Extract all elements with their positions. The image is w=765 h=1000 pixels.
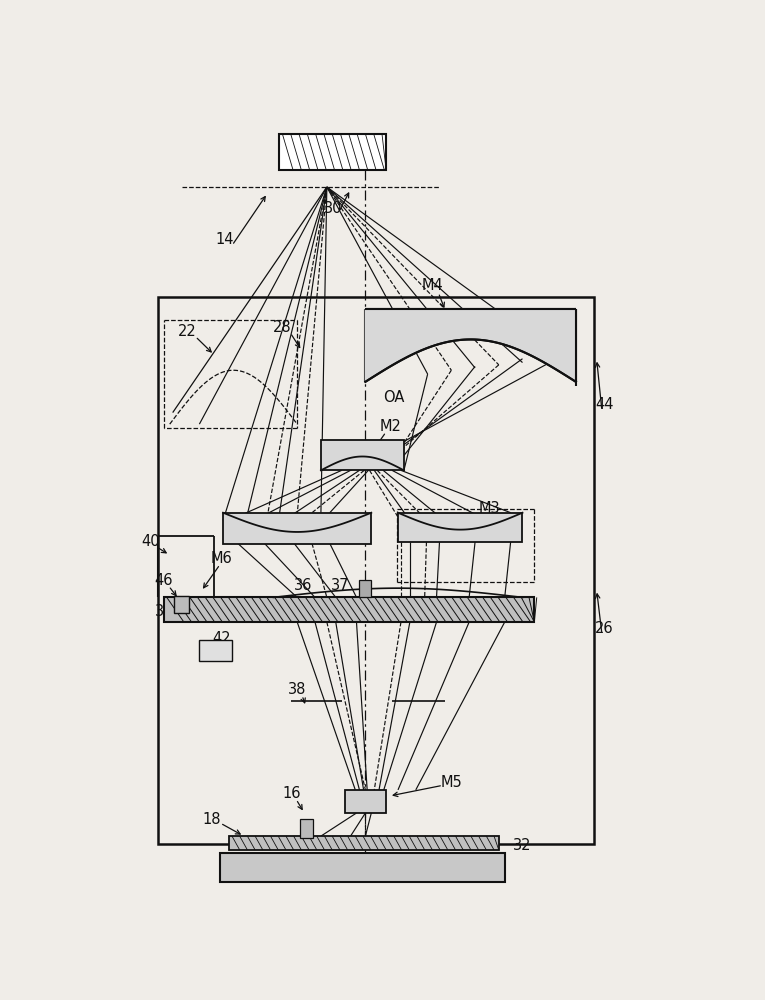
Text: 28: 28 <box>273 320 291 335</box>
Text: 30: 30 <box>324 201 342 216</box>
Text: 37: 37 <box>330 578 349 593</box>
Text: M6: M6 <box>211 551 233 566</box>
Text: 14: 14 <box>215 232 233 247</box>
Text: 32: 32 <box>513 838 532 853</box>
FancyBboxPatch shape <box>164 597 534 622</box>
Text: 34: 34 <box>155 604 173 619</box>
Text: 42: 42 <box>213 631 231 646</box>
FancyBboxPatch shape <box>398 513 522 542</box>
Polygon shape <box>366 309 576 382</box>
Text: 18: 18 <box>202 812 220 827</box>
Text: 16: 16 <box>282 786 301 801</box>
Text: 36: 36 <box>294 578 312 593</box>
FancyBboxPatch shape <box>220 853 505 882</box>
Text: 46: 46 <box>155 573 173 588</box>
Text: 26: 26 <box>595 621 614 636</box>
Text: 22: 22 <box>178 324 197 339</box>
FancyBboxPatch shape <box>229 836 499 850</box>
FancyBboxPatch shape <box>344 790 386 813</box>
FancyBboxPatch shape <box>321 440 404 470</box>
Text: 38: 38 <box>288 682 307 697</box>
FancyBboxPatch shape <box>300 819 313 838</box>
Text: 40: 40 <box>141 534 159 549</box>
Text: M4: M4 <box>422 278 443 293</box>
FancyBboxPatch shape <box>360 580 371 597</box>
Text: OA: OA <box>383 390 405 405</box>
Text: M5: M5 <box>441 775 462 790</box>
Text: M1: M1 <box>254 521 275 536</box>
Text: 44: 44 <box>595 397 614 412</box>
FancyBboxPatch shape <box>200 640 232 661</box>
FancyBboxPatch shape <box>174 596 189 613</box>
Text: M3: M3 <box>479 501 501 516</box>
FancyBboxPatch shape <box>223 513 371 544</box>
FancyBboxPatch shape <box>279 134 386 170</box>
Text: M2: M2 <box>379 419 401 434</box>
